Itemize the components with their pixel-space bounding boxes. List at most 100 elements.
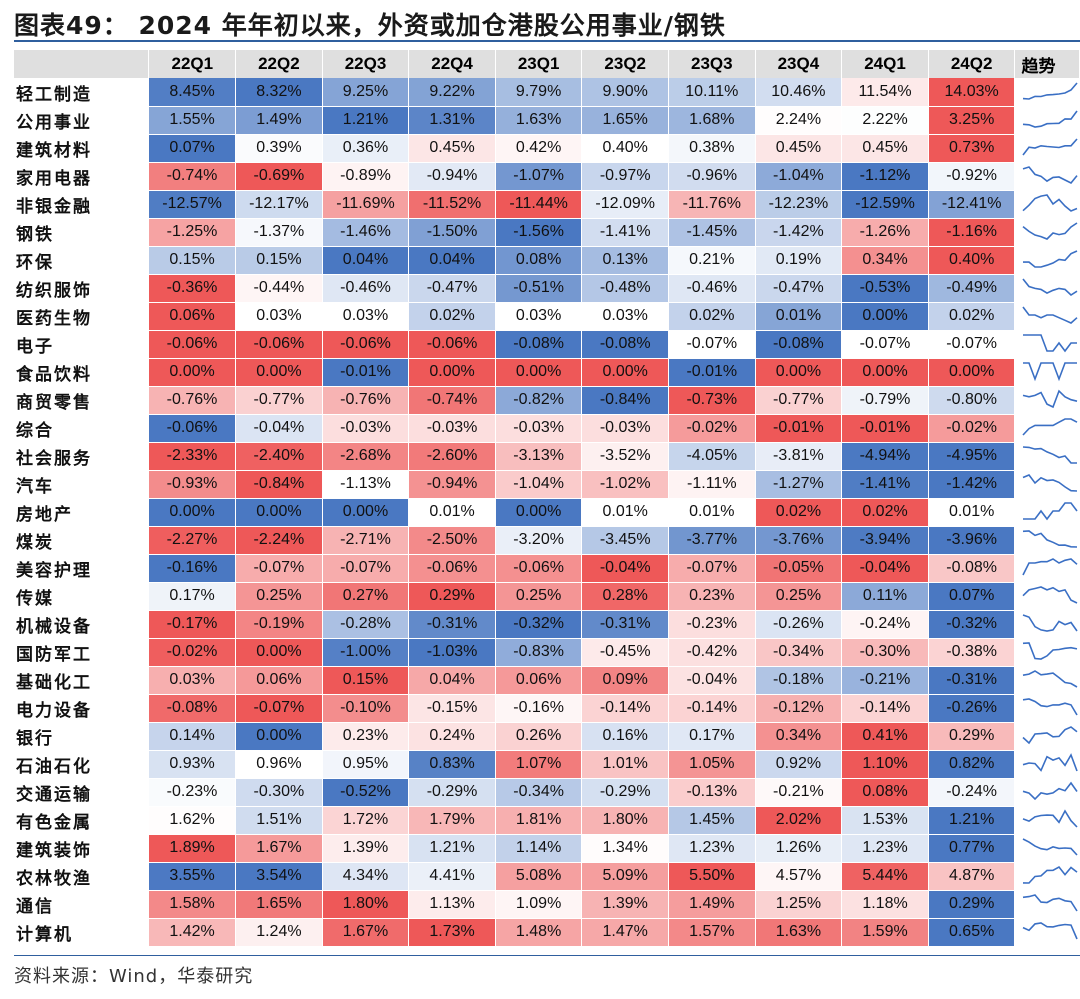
trend-sparkline [1023,389,1078,409]
heatmap-cell: 1.05% [668,750,756,779]
heatmap-cell: 0.00% [148,358,237,387]
heatmap-cell: 0.04% [408,666,496,695]
trend-cell [1015,386,1080,414]
table-row: 机械设备 -0.17% -0.19% -0.28% -0.31% -0.32% -0.31%… [14,610,1080,639]
column-header: 22Q4 [408,50,496,78]
heatmap-cell: -0.06% [408,330,496,359]
sparkline-series [1022,138,1079,156]
row-label: 国防军工 [16,644,92,665]
heatmap-cell: 0.03% [235,302,323,331]
heatmap-cell: -0.94% [408,470,496,499]
trend-sparkline [1022,278,1078,297]
heatmap-cell: 4.34% [322,862,410,891]
trend-sparkline [1023,530,1078,548]
heatmap-cell: -0.21% [841,666,929,695]
heatmap-cell: 0.96% [235,750,323,779]
heatmap-cell: 1.55% [148,106,237,135]
table-row: 基础化工 0.03% 0.06% 0.15% 0.04% 0.06% 0.09% -0.04%… [14,666,1080,695]
row-label: 交通运输 [16,784,92,805]
heatmap-cell: -0.06% [235,330,323,359]
trend-cell [1015,694,1080,722]
heatmap-cell: 1.09% [495,890,583,919]
trend-cell [1015,414,1080,442]
row-label: 房地产 [16,504,73,525]
heatmap-cell: -0.23% [668,610,756,639]
table-row: 汽车 -0.93% -0.84% -1.13% -0.94% -1.04% -1.02% -1… [14,470,1080,499]
heatmap-cell: -0.79% [841,386,929,415]
heatmap-cell: 0.15% [148,246,237,275]
heatmap-cell: 14.03% [928,78,1016,107]
heatmap-cell: 0.02% [928,302,1016,331]
heatmap-cell: 0.21% [668,246,756,275]
heatmap-cell: -0.04% [581,554,670,583]
heatmap-table: 22Q1 22Q2 22Q3 22Q4 23Q1 23Q2 23Q3 23Q4 24Q1 24Q2… [14,50,1080,947]
heatmap-cell: -0.29% [408,778,496,807]
table-row: 钢铁 -1.25% -1.37% -1.46% -1.50% -1.56% -1.41% -1… [14,218,1080,247]
trend-cell [1015,78,1080,106]
table-row: 电力设备 -0.08% -0.07% -0.10% -0.15% -0.16% -0.14%… [14,694,1080,723]
heatmap-cell: -0.52% [322,778,410,807]
table-row: 建筑材料 0.07% 0.39% 0.36% 0.45% 0.42% 0.40% 0.38% 0… [14,134,1080,163]
heatmap-cell: -0.15% [408,694,496,723]
heatmap-cell: 0.65% [928,918,1016,947]
heatmap-cell: -4.95% [928,442,1016,471]
trend-sparkline [1023,809,1079,828]
table-row: 综合 -0.06% -0.04% -0.03% -0.03% -0.03% -0.03% -0… [14,414,1080,443]
heatmap-cell: 1.23% [668,834,756,863]
heatmap-cell: -0.04% [841,554,929,583]
heatmap-cell: -1.12% [841,162,929,191]
heatmap-cell: -2.40% [235,442,323,471]
heatmap-cell: 0.92% [755,750,843,779]
heatmap-cell: 0.13% [581,246,670,275]
trend-sparkline [1023,894,1079,912]
sparkline-series [1023,865,1078,884]
trend-cell [1015,778,1080,806]
heatmap-cell: -1.03% [408,638,496,667]
sparkline-series [1023,698,1079,716]
heatmap-cell: 1.68% [668,106,756,135]
heatmap-cell: 0.00% [928,358,1016,387]
heatmap-cell: 1.49% [668,890,756,919]
heatmap-cell: 0.00% [581,358,670,387]
heatmap-cell: -2.27% [148,526,237,555]
heatmap-cell: 0.09% [581,666,670,695]
sparkline-series [1022,222,1078,240]
heatmap-cell: 1.57% [668,918,756,947]
chart-title: 图表49： 2024 年年初以来，外资或加仓港股公用事业/钢铁 [14,11,726,40]
sparkline-series [1023,753,1079,772]
heatmap-cell: -0.76% [148,386,237,415]
trend-cell [1015,890,1080,918]
heatmap-cell: 0.83% [408,750,496,779]
row-label: 汽车 [16,476,54,497]
heatmap-cell: 0.34% [841,246,929,275]
trend-sparkline [1023,614,1079,632]
heatmap-cell: 1.65% [581,106,670,135]
heatmap-cell: -12.17% [235,190,323,219]
table-row: 纺织服饰 -0.36% -0.44% -0.46% -0.47% -0.51% -0.48%… [14,274,1080,303]
row-label: 建筑装饰 [16,840,92,861]
trend-cell [1015,666,1080,694]
trend-cell [1015,162,1080,190]
heatmap-cell: 0.01% [408,498,496,527]
heatmap-cell: -1.11% [668,470,756,499]
heatmap-cell: 9.90% [581,78,670,107]
heatmap-cell: 4.57% [755,862,843,891]
trend-cell [1015,862,1080,890]
heatmap-cell: -1.04% [495,470,583,499]
heatmap-cell: 0.15% [235,246,323,275]
table-row: 食品饮料 0.00% 0.00% -0.01% 0.00% 0.00% 0.00% -0.01… [14,358,1080,387]
heatmap-cell: 0.28% [581,582,670,611]
row-label: 美容护理 [16,560,92,581]
sparkline-series [1023,642,1078,660]
heatmap-cell: -0.08% [148,694,237,723]
heatmap-cell: 0.29% [928,722,1016,751]
row-label: 建筑材料 [16,140,92,161]
heatmap-cell: -3.76% [755,526,843,555]
heatmap-cell: 9.22% [408,78,496,107]
trend-cell [1015,190,1080,218]
heatmap-cell: -0.08% [581,330,670,359]
heatmap-cell: 0.00% [235,638,323,667]
heatmap-cell: -1.50% [408,218,496,247]
heatmap-cell: 1.62% [148,806,237,835]
heatmap-cell: 0.25% [495,582,583,611]
